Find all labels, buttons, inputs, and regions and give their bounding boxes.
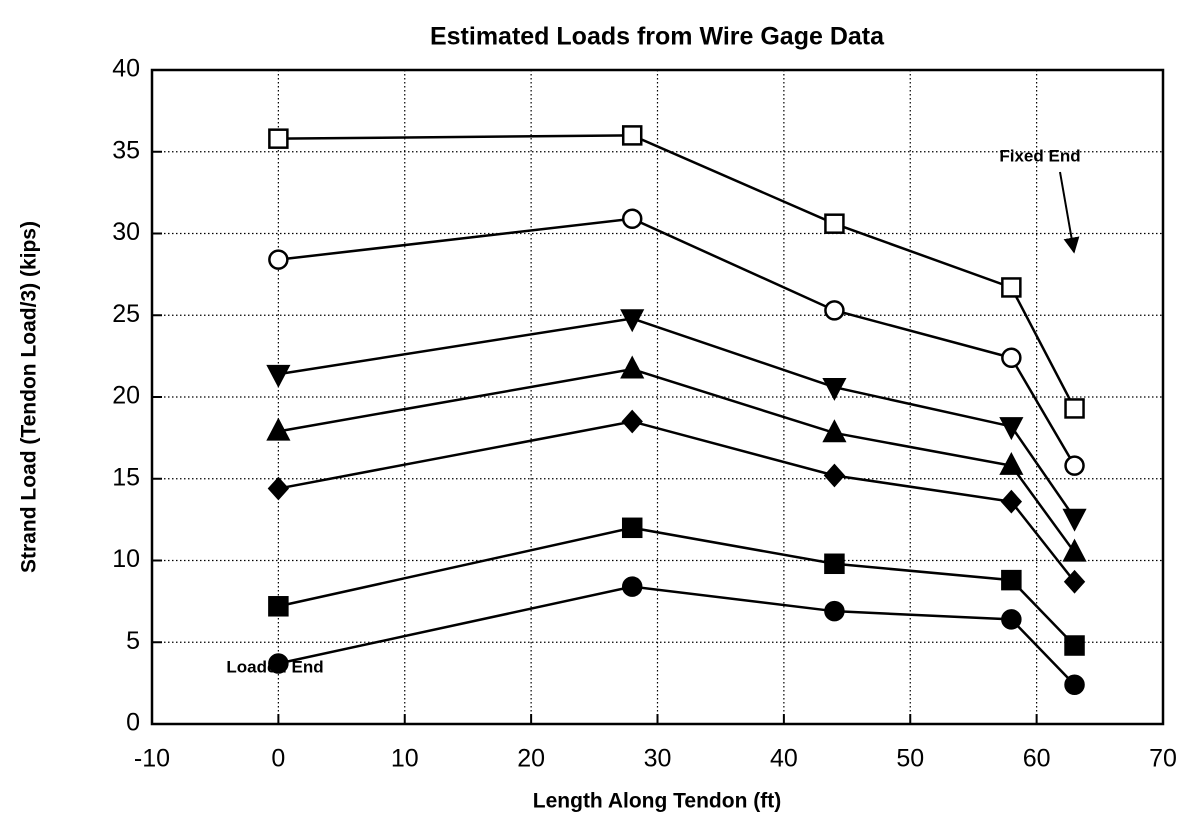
marker [1064, 398, 1085, 419]
marker [620, 355, 645, 379]
marker [266, 364, 291, 388]
marker [999, 417, 1024, 441]
marker [268, 653, 289, 674]
annotation-arrow [1059, 171, 1080, 254]
y-tick-label: 30 [112, 218, 140, 246]
marker [1001, 609, 1022, 630]
series-line [278, 317, 1076, 519]
marker [621, 409, 643, 434]
marker [621, 125, 643, 146]
x-axis-label: Length Along Tendon (ft) [533, 790, 781, 813]
marker [824, 213, 845, 234]
series-line [278, 526, 1076, 647]
x-tick-label: 40 [770, 745, 798, 773]
series-line [278, 420, 1076, 583]
marker [1064, 674, 1085, 696]
x-tick-label: 20 [517, 745, 545, 773]
y-tick-label: 35 [112, 136, 140, 164]
series-line [278, 217, 1076, 467]
marker [1064, 635, 1085, 656]
marker [268, 128, 289, 149]
marker [267, 476, 290, 501]
marker [823, 463, 846, 488]
x-tick-label: 30 [644, 745, 672, 773]
series-line [278, 585, 1076, 686]
x-tick-label: 60 [1023, 745, 1051, 773]
x-tick-label: -10 [134, 745, 170, 773]
marker [268, 596, 289, 617]
marker [822, 377, 847, 401]
y-tick-label: 0 [126, 709, 140, 737]
x-tick-label: 70 [1149, 745, 1177, 773]
marker [621, 576, 643, 597]
marker [268, 249, 289, 270]
marker [1062, 538, 1087, 562]
y-tick-label: 5 [126, 627, 140, 655]
marker [999, 451, 1024, 475]
marker [1062, 508, 1087, 532]
x-tick-label: 0 [271, 745, 285, 773]
marker [1064, 455, 1085, 476]
marker [621, 517, 643, 539]
marker [824, 600, 845, 622]
marker [1001, 347, 1022, 369]
plot-frame [150, 68, 1165, 726]
marker [1063, 569, 1086, 594]
x-tick-label: 10 [391, 745, 419, 773]
y-tick-label: 25 [112, 300, 140, 328]
y-tick-label: 10 [112, 545, 140, 573]
marker [1001, 569, 1022, 591]
chart-title: Estimated Loads from Wire Gage Data [430, 23, 885, 51]
marker [1000, 489, 1023, 514]
marker [822, 419, 847, 443]
annotation: Fixed End [999, 146, 1080, 165]
x-tick-label: 50 [896, 745, 924, 773]
y-tick-label: 15 [112, 463, 140, 491]
marker [266, 417, 291, 441]
marker [620, 309, 645, 333]
y-axis-label: Strand Load (Tendon Load/3) (kips) [18, 221, 41, 573]
marker [621, 208, 643, 230]
marker [824, 553, 845, 575]
marker [1001, 277, 1022, 298]
series-line [278, 134, 1076, 410]
y-tick-label: 40 [112, 55, 140, 83]
marker [824, 300, 845, 321]
y-tick-label: 20 [112, 382, 140, 410]
